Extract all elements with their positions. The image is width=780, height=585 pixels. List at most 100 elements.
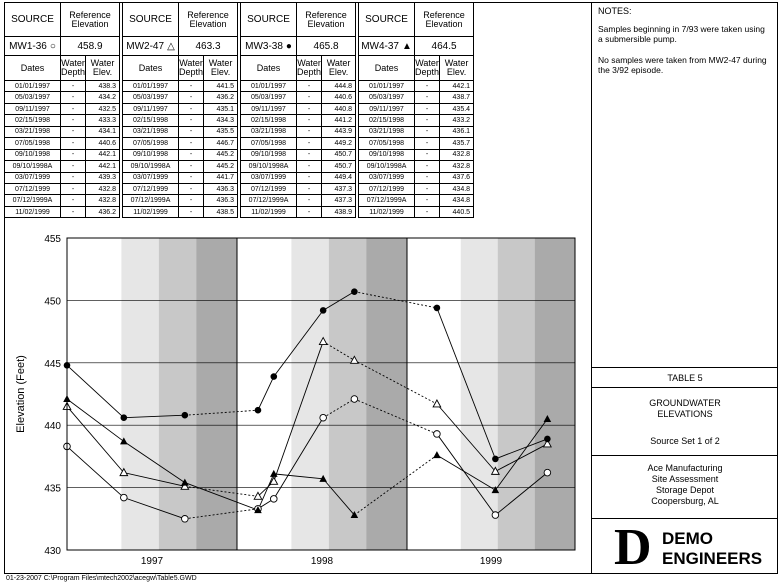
divider [592, 518, 778, 519]
filled-circle-marker [254, 406, 262, 414]
series-segment [354, 398, 438, 435]
dates-header: Dates [240, 55, 298, 81]
well-id: MW4-37 ▲ [358, 36, 416, 56]
y-tick-label: 445 [44, 359, 61, 370]
open-circle-marker [270, 495, 278, 503]
series-segment [354, 359, 438, 405]
series-segment [66, 398, 125, 442]
series-segment [495, 472, 548, 516]
well-reference-elevation: 458.9 [59, 36, 121, 56]
elevation-cell: 435.7 [439, 137, 475, 150]
elevation-cell: 435.5 [203, 125, 239, 139]
source-header: SOURCE [4, 2, 61, 37]
series-segment [123, 441, 186, 483]
side-panel: NOTES: Samples beginning in 7/93 were ta… [591, 2, 778, 574]
depth-cell: - [178, 148, 205, 162]
table-row: 09/11/1997-432.5 09/11/1997-435.1 09/11/19… [4, 102, 475, 116]
elevation-cell: 441.7 [203, 171, 239, 184]
depth-cell: - [414, 137, 441, 150]
series-segment [495, 443, 548, 472]
depth-cell: - [296, 102, 323, 116]
table-row: 07/12/1999-432.8 07/12/1999-436.3 07/12/19… [4, 182, 475, 196]
y-tick-labels: 430 435 440 445 450 455 [44, 234, 61, 557]
table-number: TABLE 5 [667, 373, 703, 383]
client-line-4: Coopersburg, AL [651, 496, 719, 506]
date-cell: 01/01/1997 [122, 79, 180, 93]
date-cell: 09/10/1998A [240, 160, 298, 173]
source-header: SOURCE [122, 2, 180, 37]
depth-cell: - [414, 160, 441, 173]
client-line-3: Storage Depot [655, 485, 715, 495]
depth-cell: - [59, 91, 87, 104]
open-circle-marker [350, 395, 359, 403]
season-bands [67, 238, 575, 550]
depth-cell: - [296, 148, 323, 162]
season-band [237, 238, 292, 550]
elevation-cell: 443.9 [321, 125, 357, 139]
elevation-cell: 440.6 [85, 137, 121, 150]
elevation-cell: 437.3 [321, 194, 357, 207]
series-segment [273, 473, 324, 480]
elevation-cell: 441.5 [203, 79, 239, 93]
open-circle-marker [319, 413, 327, 422]
y-tick-label: 430 [44, 546, 61, 557]
open-triangle-marker [119, 467, 129, 477]
well-reference-elevation: 463.3 [178, 36, 239, 56]
date-cell: 09/10/1998 [240, 148, 298, 162]
elevation-cell: 438.9 [321, 205, 357, 219]
filled-circle-marker [433, 304, 441, 312]
date-cell: 07/12/1999A [240, 194, 298, 207]
elevation-cell: 438.7 [439, 91, 475, 104]
elevation-cell: 432.8 [439, 160, 475, 173]
elevation-cell: 434.1 [85, 125, 121, 139]
open-triangle-marker [180, 481, 190, 490]
depth-cell: - [178, 205, 205, 219]
date-cell: 07/12/1999A [4, 194, 61, 207]
date-cell: 07/12/1999 [358, 182, 416, 196]
date-cell: 03/07/1999 [4, 171, 61, 184]
elevation-cell: 449.2 [321, 137, 357, 150]
depth-cell: - [296, 91, 323, 104]
depth-cell: - [59, 137, 87, 150]
well-name: MW3-38 [245, 40, 283, 52]
depth-cell: - [178, 79, 205, 93]
season-band [196, 238, 237, 550]
open-triangle-marker [490, 466, 500, 475]
elevation-cell: 432.8 [85, 182, 121, 196]
source-header: SOURCE [240, 2, 298, 37]
y-tick-label: 455 [44, 234, 61, 245]
table-row: 11/02/1999-436.2 11/02/1999-438.5 11/02/19… [4, 205, 475, 219]
depth-cell: - [414, 171, 441, 184]
series-segment [184, 482, 259, 511]
title-line-2: ELEVATIONS [657, 409, 713, 419]
date-cell: 07/05/1998 [122, 137, 180, 150]
series-segment [184, 508, 259, 520]
open-circle-marker [543, 468, 552, 477]
depth-cell: - [296, 125, 323, 139]
season-band [121, 238, 159, 550]
title-line-1: GROUNDWATER [649, 398, 721, 408]
depth-cell: - [414, 91, 441, 104]
filled-triangle-marker [319, 474, 327, 482]
plot-frame [66, 237, 576, 551]
filled-triangle-marker [120, 437, 128, 445]
client-line-2: Site Assessment [651, 474, 719, 484]
elevation-cell: 432.5 [85, 102, 121, 116]
elevation-cell: 432.8 [439, 148, 475, 162]
depth-cell: - [178, 137, 205, 150]
filled-circle-marker [120, 414, 128, 422]
y-tick-label: 440 [44, 421, 61, 432]
date-cell: 05/03/1997 [122, 91, 180, 104]
filled-circle-marker [492, 455, 499, 463]
depth-cell: - [59, 125, 87, 139]
elevation-cell: 434.8 [439, 182, 475, 196]
date-cell: 01/01/1997 [240, 79, 298, 93]
depth-cell: - [59, 205, 87, 219]
elevation-cell: 441.2 [321, 114, 357, 127]
depth-cell: - [414, 125, 441, 139]
series-segment [436, 433, 496, 516]
date-cell: 09/10/1998A [122, 160, 180, 173]
series-segment [66, 364, 125, 419]
elevation-cell: 442.1 [85, 160, 121, 173]
open-triangle-marker [318, 336, 328, 346]
